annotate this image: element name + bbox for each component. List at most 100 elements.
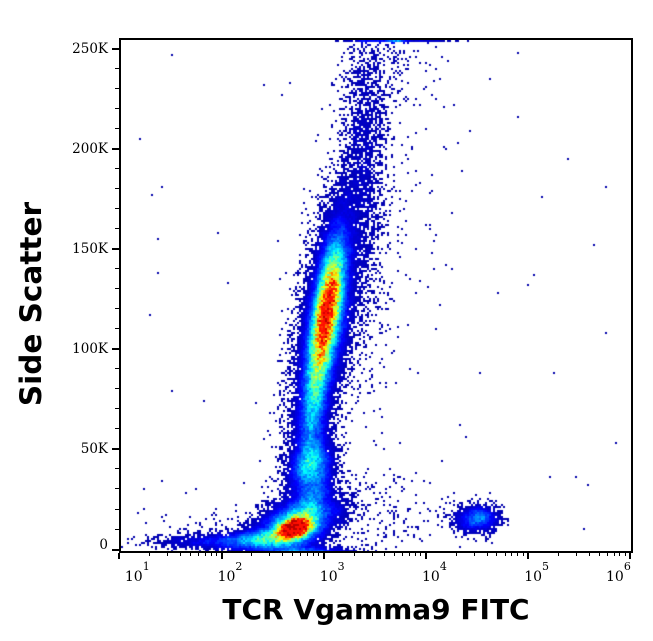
x-minor-tick [190,553,192,557]
x-minor-tick [420,553,422,557]
x-tick-label: 102 [218,554,243,590]
y-major-tick [112,48,119,50]
y-major-tick [112,448,119,450]
x-tick-label-base: 10 [606,569,624,585]
x-axis-title: TCR Vgamma9 FITC [222,593,530,626]
x-tick-label-base: 10 [217,569,236,585]
y-minor-tick [115,388,119,390]
x-minor-tick [313,553,315,557]
x-minor-tick [216,553,218,557]
y-minor-tick [115,228,119,230]
x-minor-tick [372,553,374,557]
x-minor-tick [292,553,294,557]
x-minor-tick [456,553,458,557]
y-minor-tick [115,308,119,310]
density-scatter-canvas [121,40,631,551]
x-major-tick [118,553,120,559]
x-minor-tick [300,553,302,557]
y-minor-tick [115,108,119,110]
x-tick-label: 103 [320,554,345,590]
y-minor-tick [115,68,119,70]
y-minor-tick [115,88,119,90]
y-tick-label: 250K [72,40,108,57]
x-minor-tick [211,553,213,557]
x-minor-tick [625,553,627,557]
x-minor-tick [251,553,253,557]
y-major-tick [112,148,119,150]
y-minor-tick [115,529,119,531]
x-tick-label: 104 [422,554,447,590]
x-minor-tick [523,553,525,557]
x-minor-tick [599,553,601,557]
x-minor-tick [505,553,507,557]
y-tick-label: 50K [80,441,108,458]
y-tick-label: 200K [72,140,108,157]
x-minor-tick [415,553,417,557]
x-tick-label-exponent: 5 [542,560,550,573]
y-major-tick [112,549,119,551]
y-minor-tick [115,468,119,470]
y-tick-label: 150K [72,241,108,258]
y-tick-label: 100K [72,341,108,358]
x-minor-tick [558,553,560,557]
y-minor-tick [115,428,119,430]
x-minor-tick [205,553,207,557]
y-minor-tick [115,208,119,210]
x-tick-label: 101 [125,554,150,590]
x-minor-tick [354,553,356,557]
x-minor-tick [269,553,271,557]
y-minor-tick [115,168,119,170]
x-tick-label-base: 10 [124,569,143,585]
y-major-tick [112,348,119,350]
x-minor-tick [614,553,616,557]
x-tick-label-exponent: 6 [623,560,631,573]
x-minor-tick [589,553,591,557]
x-minor-tick [409,553,411,557]
x-minor-tick [474,553,476,557]
y-major-tick [112,248,119,250]
x-minor-tick [318,553,320,557]
x-tick-label-base: 10 [319,569,338,585]
x-major-tick [527,553,529,559]
x-tick-label-exponent: 4 [439,560,447,573]
x-minor-tick [167,553,169,557]
y-minor-tick [115,288,119,290]
x-tick-label-exponent: 2 [235,560,243,573]
x-major-tick [629,553,631,559]
y-minor-tick [115,368,119,370]
x-minor-tick [487,553,489,557]
x-minor-tick [576,553,578,557]
x-minor-tick [282,553,284,557]
x-minor-tick [149,553,151,557]
y-minor-tick [115,188,119,190]
x-tick-label: 105 [524,554,549,590]
x-major-tick [323,553,325,559]
x-minor-tick [511,553,513,557]
x-minor-tick [180,553,182,557]
y-minor-tick [115,128,119,130]
y-minor-tick [115,488,119,490]
y-minor-tick [115,408,119,410]
x-tick-label-exponent: 3 [337,560,345,573]
x-minor-tick [496,553,498,557]
x-major-tick [221,553,223,559]
y-tick-label: 0 [99,536,108,553]
y-axis-title: Side Scatter [14,201,48,407]
x-minor-tick [394,553,396,557]
y-minor-tick [115,268,119,270]
x-tick-label-base: 10 [524,569,543,585]
x-tick-label: 106 [606,554,631,590]
x-tick-label-base: 10 [422,569,440,585]
x-tick-label-exponent: 1 [142,560,150,573]
x-major-tick [425,553,427,559]
y-minor-tick [115,328,119,330]
x-minor-tick [619,553,621,557]
x-minor-tick [384,553,386,557]
plot-area [119,38,633,553]
y-minor-tick [115,509,119,511]
x-minor-tick [402,553,404,557]
x-minor-tick [307,553,309,557]
x-minor-tick [607,553,609,557]
x-minor-tick [517,553,519,557]
